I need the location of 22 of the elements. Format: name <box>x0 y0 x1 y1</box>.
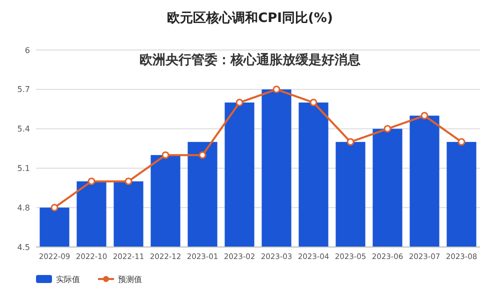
y-tick-label: 6 <box>24 46 30 55</box>
point <box>236 98 244 106</box>
point <box>124 178 132 186</box>
y-tick-label: 5.1 <box>17 164 30 173</box>
point <box>272 86 280 94</box>
legend-label: 预测值 <box>118 275 142 284</box>
point <box>420 112 428 120</box>
legend-label: 实际值 <box>56 275 80 284</box>
y-tick-label: 5.4 <box>17 124 30 134</box>
point <box>458 138 466 146</box>
point <box>198 151 206 159</box>
chart-title: 欧元区核心调和CPI同比(%) <box>167 10 333 26</box>
annotation: 欧洲央行管委：核心通胀放缓是好消息 <box>140 52 362 68</box>
point <box>50 204 58 212</box>
point <box>162 151 170 159</box>
y-tick-label: 5.7 <box>17 85 30 94</box>
point <box>310 98 318 106</box>
point <box>384 125 392 133</box>
point <box>346 138 354 146</box>
y-tick-label: 4.8 <box>17 203 30 212</box>
y-tick-label: 4.5 <box>17 242 30 252</box>
point <box>88 178 96 186</box>
